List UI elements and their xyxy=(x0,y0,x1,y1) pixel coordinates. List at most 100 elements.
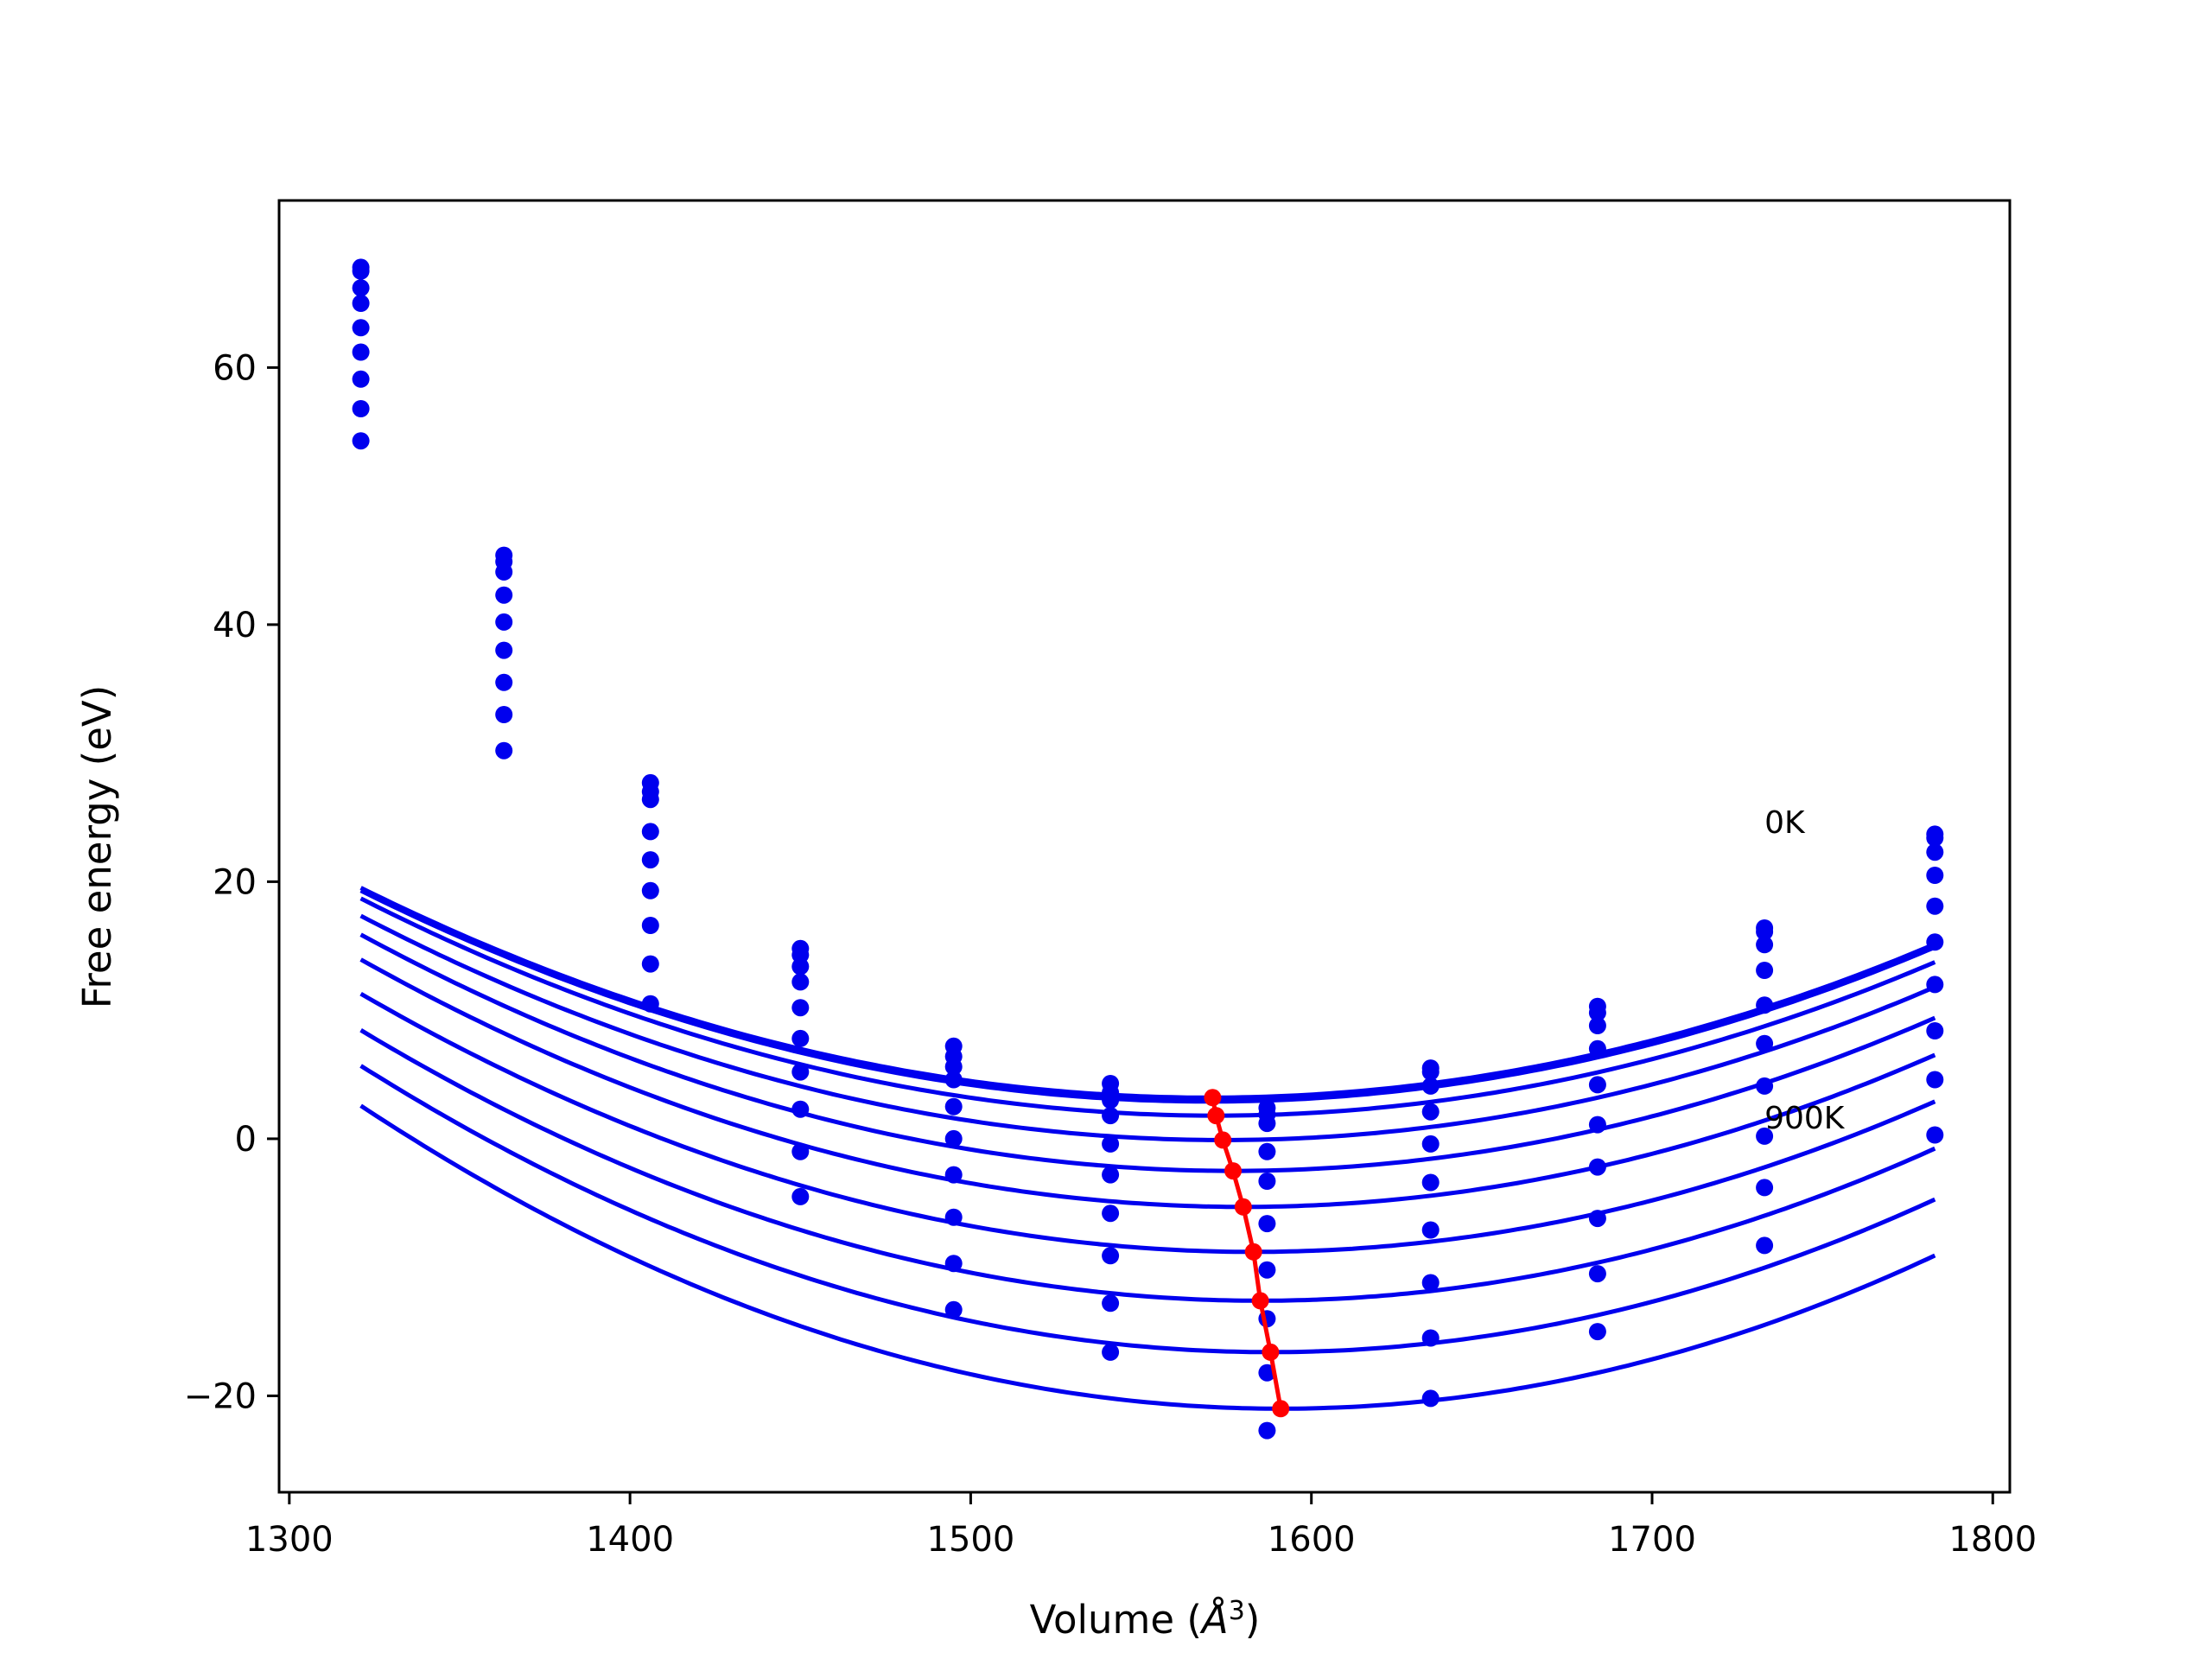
fit-curve-3 xyxy=(359,913,1936,1142)
data-point xyxy=(495,563,513,581)
data-point xyxy=(495,641,513,659)
y-tick-label: −20 xyxy=(184,1376,257,1416)
data-point xyxy=(1926,1126,1944,1144)
data-point xyxy=(1102,1205,1120,1223)
data-point xyxy=(1588,1039,1606,1058)
data-point xyxy=(1756,1236,1774,1255)
data-point xyxy=(1588,1076,1606,1094)
minimum-point xyxy=(1251,1292,1269,1310)
data-point xyxy=(1421,1077,1440,1095)
data-point xyxy=(791,957,810,976)
minimum-point xyxy=(1234,1198,1252,1216)
minimum-point xyxy=(1224,1162,1242,1180)
data-point xyxy=(1756,996,1774,1014)
data-point xyxy=(944,1300,963,1319)
data-point xyxy=(1588,1323,1606,1341)
data-point xyxy=(1756,1034,1774,1052)
data-point xyxy=(1421,1173,1440,1192)
data-point xyxy=(1421,1103,1440,1121)
data-point xyxy=(495,586,513,604)
data-point xyxy=(1102,1294,1120,1313)
data-point xyxy=(1421,1329,1440,1347)
minimum-point xyxy=(1244,1243,1262,1261)
data-point xyxy=(944,1255,963,1273)
x-axis-label-text: Volume ( xyxy=(1030,1597,1202,1643)
data-point xyxy=(1102,1135,1120,1153)
minimum-point xyxy=(1272,1400,1290,1418)
data-point xyxy=(1258,1115,1276,1133)
minimum-point xyxy=(1214,1131,1232,1149)
data-point xyxy=(1756,936,1774,954)
fitted-curves xyxy=(359,886,1936,1411)
data-point xyxy=(944,1058,963,1076)
minimum-energy-curve xyxy=(1204,1089,1290,1418)
data-point xyxy=(1258,1421,1276,1440)
data-point xyxy=(1258,1142,1276,1160)
data-point xyxy=(944,1097,963,1116)
data-point xyxy=(1588,1116,1606,1134)
data-point xyxy=(944,1208,963,1226)
data-point xyxy=(352,432,370,450)
data-point xyxy=(791,999,810,1017)
data-point xyxy=(352,343,370,361)
data-point xyxy=(352,295,370,312)
data-point xyxy=(1102,1091,1120,1109)
data-point xyxy=(1258,1261,1276,1279)
data-point xyxy=(1102,1166,1120,1184)
data-point xyxy=(352,319,370,337)
data-point xyxy=(791,1063,810,1081)
data-point xyxy=(1258,1215,1276,1233)
data-point xyxy=(944,1166,963,1184)
data-point xyxy=(641,917,659,934)
fit-curve-7 xyxy=(359,1028,1936,1303)
data-point xyxy=(641,851,659,869)
data-point xyxy=(495,613,513,631)
y-tick-label: 0 xyxy=(235,1120,257,1160)
fit-curve-2 xyxy=(359,896,1936,1118)
fit-curve-6 xyxy=(359,991,1936,1255)
data-point xyxy=(1421,1135,1440,1153)
data-point xyxy=(1588,1158,1606,1176)
minimum-point xyxy=(1262,1343,1280,1361)
x-tick-label: 1400 xyxy=(586,1520,674,1560)
data-point xyxy=(495,673,513,691)
data-point xyxy=(944,1071,963,1089)
data-point xyxy=(1926,976,1944,994)
x-tick-label: 1800 xyxy=(1948,1520,2037,1560)
data-point xyxy=(1926,897,1944,915)
data-point xyxy=(1756,1077,1774,1095)
data-point xyxy=(1102,1107,1120,1125)
data-point xyxy=(1588,1210,1606,1228)
data-point xyxy=(1926,867,1944,884)
data-point xyxy=(352,400,370,417)
fit-curve-8 xyxy=(359,1064,1936,1355)
data-point xyxy=(1756,1127,1774,1145)
y-tick-label: 60 xyxy=(213,348,257,388)
data-point xyxy=(1421,1274,1440,1292)
data-point xyxy=(944,1129,963,1147)
data-point xyxy=(1588,1017,1606,1034)
data-point xyxy=(791,1100,810,1118)
data-point xyxy=(352,370,370,388)
data-point xyxy=(641,881,659,899)
x-axis-ticks: 1300 1400 1500 1600 1700 1800 xyxy=(245,1492,2037,1560)
x-axis-label-superscript: 3 xyxy=(1229,1596,1245,1626)
data-point xyxy=(641,995,659,1013)
data-point xyxy=(1102,1343,1120,1361)
fit-curve-1 xyxy=(359,888,1936,1104)
x-axis-label: Volume (Å3) xyxy=(1030,1596,1261,1643)
data-point xyxy=(1926,1022,1944,1039)
y-tick-label: 20 xyxy=(213,862,257,902)
x-tick-label: 1500 xyxy=(927,1520,1015,1560)
data-point xyxy=(791,1142,810,1160)
data-point xyxy=(1926,1071,1944,1089)
x-tick-label: 1700 xyxy=(1608,1520,1696,1560)
annotation-label: 0K xyxy=(1764,805,1806,841)
data-point xyxy=(641,955,659,973)
fit-curve-4 xyxy=(359,932,1936,1173)
x-axis-label-close: ) xyxy=(1245,1597,1261,1643)
data-point xyxy=(1588,1004,1606,1022)
fit-curve-5 xyxy=(359,957,1936,1210)
y-axis-label: Free energy (eV) xyxy=(74,685,120,1008)
